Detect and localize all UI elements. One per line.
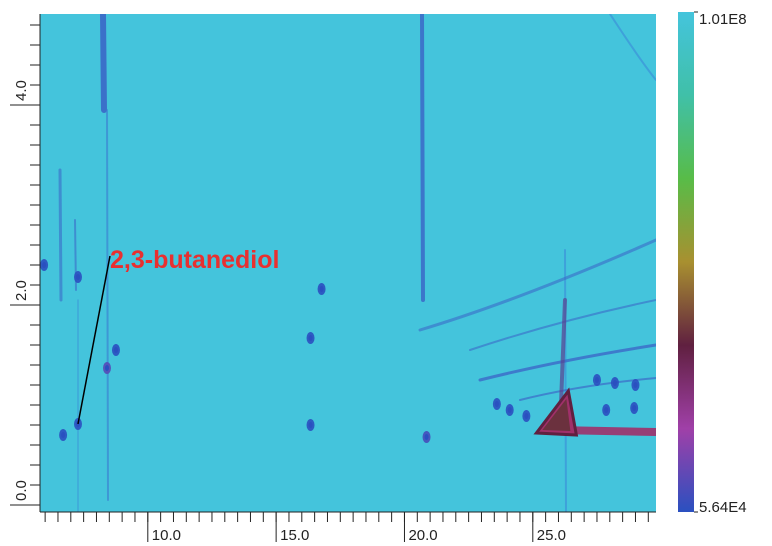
y-tick-label: 0.0 (13, 480, 30, 501)
peak (59, 429, 67, 441)
peak-inner (114, 347, 118, 353)
peak (602, 404, 610, 416)
x-tick-label: 15.0 (280, 527, 309, 544)
peak (593, 374, 601, 386)
peak (493, 398, 501, 410)
peak-inner (105, 365, 109, 371)
peak-inner (633, 382, 637, 388)
peak-inner (604, 407, 608, 413)
chart: 2,3-butanediol 1.01E8 5.64E4 10.0 15.0 20.0 2… (0, 0, 772, 546)
y-tick-label: 4.0 (13, 80, 30, 101)
peak-inner (613, 380, 617, 386)
colorbar (678, 12, 694, 512)
peak (611, 377, 619, 389)
peak (630, 402, 638, 414)
peak-inner (524, 413, 528, 419)
peak-inner (425, 434, 429, 440)
peak-inner (61, 432, 65, 438)
peak-inner (632, 405, 636, 411)
x-tick-label: 10.0 (152, 527, 181, 544)
colorbar-label: 1.01E8 (699, 11, 747, 28)
colorbar-label: 5.64E4 (699, 499, 747, 516)
peak (423, 431, 431, 443)
peak (74, 271, 82, 283)
peak (307, 419, 315, 431)
peak (103, 362, 111, 374)
peak (506, 404, 514, 416)
peak-inner (320, 286, 324, 292)
peak-inner (595, 377, 599, 383)
peak (40, 259, 48, 271)
x-tick-label: 25.0 (537, 527, 566, 544)
annotation: 2,3-butanediol (110, 246, 279, 274)
peak (318, 283, 326, 295)
peak-inner (76, 274, 80, 280)
peak-inner (495, 401, 499, 407)
peak (307, 332, 315, 344)
peak (112, 344, 120, 356)
peak (631, 379, 639, 391)
peak-inner (309, 335, 313, 341)
peak-inner (508, 407, 512, 413)
x-tick-label: 20.0 (408, 527, 437, 544)
peak (522, 410, 530, 422)
y-tick-label: 2.0 (13, 280, 30, 301)
peak-inner (42, 262, 46, 268)
peak-inner (309, 422, 313, 428)
